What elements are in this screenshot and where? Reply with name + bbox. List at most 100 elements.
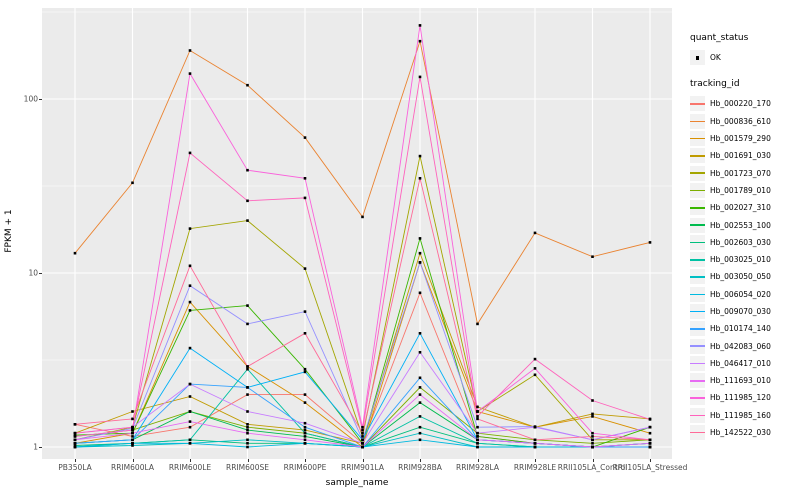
data-point	[361, 445, 364, 449]
x-tick-mark	[420, 459, 421, 462]
data-point	[131, 410, 134, 413]
data-point	[648, 442, 652, 445]
data-point	[361, 425, 364, 429]
data-point	[188, 309, 192, 312]
data-point	[591, 442, 594, 445]
data-point	[73, 442, 77, 445]
data-point	[418, 177, 422, 180]
data-point	[73, 438, 77, 442]
data-point	[418, 425, 422, 429]
x-tick-label: RRII105LA_Control	[557, 463, 628, 472]
x-tick-label: RRIM928BA	[398, 463, 442, 472]
x-tick-label: RRIM928LE	[513, 463, 557, 472]
data-point	[591, 431, 594, 435]
y-tick-mark	[39, 447, 42, 448]
data-point	[418, 24, 422, 27]
data-point	[73, 433, 77, 437]
data-point	[476, 410, 479, 413]
legend-item: Hb_046417_010	[690, 355, 798, 372]
data-point	[246, 442, 249, 445]
line-key-icon	[690, 269, 705, 285]
x-tick-label: RRIM600PE	[283, 463, 327, 472]
data-point	[73, 444, 77, 447]
data-point	[418, 39, 422, 43]
x-axis-title: sample_name	[325, 478, 389, 488]
data-point	[476, 415, 479, 418]
line-key-icon	[690, 304, 705, 319]
legend-item: Hb_001691_030	[690, 147, 798, 164]
data-point	[188, 425, 192, 429]
data-point	[476, 417, 479, 421]
data-point	[476, 442, 479, 445]
data-point	[303, 431, 307, 435]
data-point	[303, 332, 307, 335]
data-point	[246, 423, 249, 426]
data-point	[188, 300, 192, 304]
data-point	[418, 438, 422, 442]
data-point	[476, 431, 479, 435]
data-point	[476, 445, 479, 449]
data-point	[418, 75, 422, 79]
x-tick-label: RRIM600SE	[226, 463, 269, 472]
legend-item-label: Hb_042083_060	[710, 341, 771, 351]
x-tick-mark	[477, 459, 479, 462]
data-point	[246, 393, 249, 396]
data-point	[533, 357, 537, 361]
data-point	[591, 435, 594, 438]
data-point	[533, 373, 537, 377]
data-point	[303, 370, 307, 374]
legend-item: Hb_001723_070	[690, 164, 798, 181]
legend-item-label: Hb_142522_030	[710, 428, 771, 438]
legend-item: Hb_003025_010	[690, 251, 798, 268]
legend-item: Hb_002553_100	[690, 216, 798, 233]
data-point	[361, 215, 364, 219]
data-point	[188, 395, 192, 398]
legend-item: Hb_001789_010	[690, 182, 798, 199]
data-point	[418, 376, 422, 380]
line-key-icon	[690, 148, 705, 164]
legend-item-label: Hb_010174_140	[710, 324, 771, 334]
legend-item-label: Hb_002553_100	[710, 220, 771, 230]
data-point	[188, 49, 192, 52]
data-point	[476, 425, 479, 429]
data-point	[303, 267, 307, 270]
x-tick-label: RRIM928LA	[456, 463, 499, 472]
data-point	[591, 415, 594, 418]
line-key-icon	[690, 407, 705, 423]
data-point	[131, 442, 134, 445]
data-point	[188, 442, 192, 445]
data-point	[131, 444, 134, 447]
data-point	[533, 425, 537, 429]
data-point	[303, 401, 307, 404]
data-point	[418, 351, 422, 354]
data-point	[361, 435, 364, 438]
legend-item-label: Hb_111693_010	[710, 376, 771, 386]
data-point	[303, 196, 307, 200]
data-point	[246, 304, 249, 307]
data-point	[246, 410, 249, 413]
data-point	[188, 227, 192, 230]
line-key-icon	[690, 252, 705, 268]
data-point	[533, 231, 537, 235]
line-key-icon	[690, 390, 705, 406]
data-point	[188, 284, 192, 287]
line-key-icon	[690, 113, 705, 129]
data-point	[591, 445, 594, 449]
line-key-icon	[690, 321, 705, 337]
plot-panel	[42, 8, 672, 459]
data-point	[73, 435, 77, 438]
data-point	[73, 251, 77, 255]
data-point	[418, 386, 422, 389]
data-point	[188, 346, 192, 350]
data-point	[246, 199, 249, 203]
legend-item-label: Hb_003050_050	[710, 272, 771, 282]
data-point	[648, 425, 652, 429]
legend-item-label: Hb_001691_030	[710, 151, 771, 161]
legend-title-quant-status: quant_status	[690, 33, 749, 43]
data-point	[246, 219, 249, 222]
legend-item: Hb_003050_050	[690, 268, 798, 285]
legend-item-label: Hb_111985_160	[710, 410, 771, 420]
data-point	[361, 428, 364, 432]
data-point	[188, 264, 192, 268]
